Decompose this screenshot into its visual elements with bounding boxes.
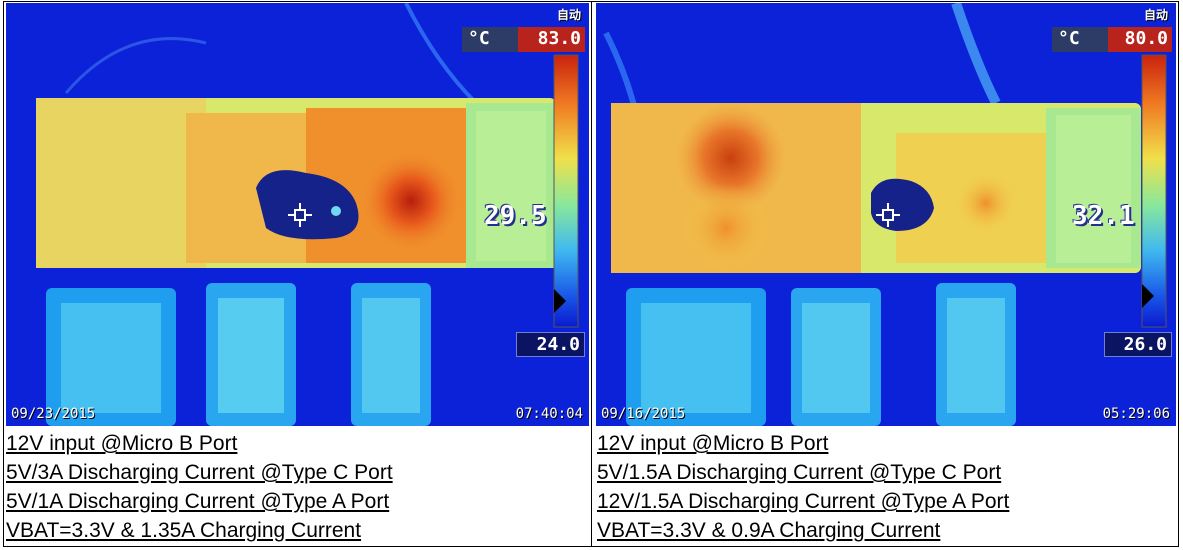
max-temp-box: 80.0 [1108, 27, 1172, 52]
caption-line: 12V input @Micro B Port [6, 432, 238, 455]
min-temp: 26.0 [1123, 334, 1167, 355]
caption-line: 12V input @Micro B Port [597, 432, 829, 455]
max-temp: 83.0 [537, 28, 581, 49]
thermal-heatmap [6, 3, 589, 426]
thermal-image-left: 自动 °C 83.0 24.0 29.5 09/23/2015 07:40:04 [6, 3, 589, 426]
caption-line: 5V/1.5A Discharging Current @Type C Port [597, 461, 1002, 484]
unit-box: °C [462, 27, 518, 52]
crosshair-icon [288, 203, 312, 227]
caption-line: 12V/1.5A Discharging Current @Type A Por… [597, 490, 1010, 513]
spot-temp: 29.5 [484, 201, 547, 231]
caption-left: 12V input @Micro B Port 5V/3A Dischargin… [6, 429, 586, 545]
capture-time: 05:29:06 [1102, 406, 1170, 422]
min-temp-box: 24.0 [516, 332, 585, 357]
caption-right: 12V input @Micro B Port 5V/1.5A Discharg… [597, 429, 1177, 545]
caption-line: 5V/1A Discharging Current @Type A Port [6, 490, 390, 513]
max-temp-box: 83.0 [518, 27, 585, 52]
thermal-image-right: 自动 °C 80.0 26.0 32.1 09/16/2015 05:29:06 [596, 3, 1176, 426]
max-temp: 80.0 [1124, 28, 1168, 49]
mode-label: 自动 [556, 8, 581, 22]
thermal-heatmap [596, 3, 1176, 426]
spot-temp: 32.1 [1072, 201, 1135, 231]
unit-label: °C [1058, 28, 1080, 49]
caption-line: VBAT=3.3V & 0.9A Charging Current [597, 519, 941, 542]
column-divider [591, 1, 592, 547]
unit-box: °C [1052, 27, 1108, 52]
min-temp-box: 26.0 [1104, 332, 1172, 357]
capture-date: 09/23/2015 [11, 406, 96, 422]
unit-label: °C [468, 28, 490, 49]
scale-marker-icon [554, 289, 566, 313]
capture-time: 07:40:04 [515, 406, 583, 422]
caption-line: 5V/3A Discharging Current @Type C Port [6, 461, 393, 484]
crosshair-icon [876, 203, 900, 227]
scale-marker-icon [1142, 284, 1154, 308]
mode-label: 自动 [1143, 8, 1168, 22]
capture-date: 09/16/2015 [601, 406, 686, 422]
min-temp: 24.0 [536, 334, 580, 355]
caption-line: VBAT=3.3V & 1.35A Charging Current [6, 519, 362, 542]
